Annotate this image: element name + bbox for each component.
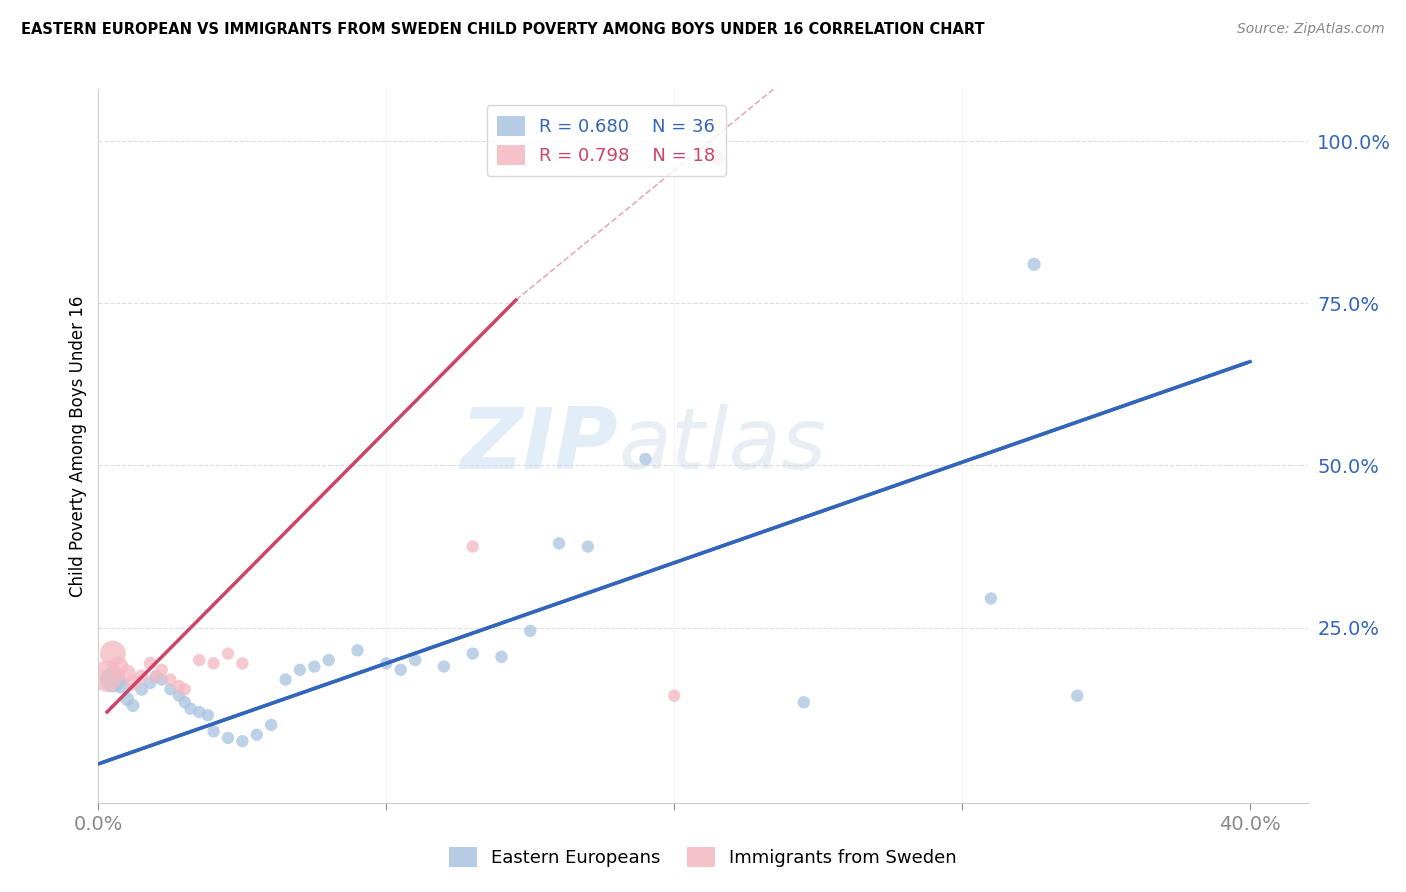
Point — [188, 653, 211, 667]
Point — [231, 734, 253, 748]
Point — [139, 675, 162, 690]
Point — [1022, 257, 1045, 271]
Point — [167, 679, 190, 693]
Point — [197, 708, 219, 723]
Point — [548, 536, 571, 550]
Point — [980, 591, 1002, 606]
Point — [274, 673, 297, 687]
Point — [122, 675, 145, 690]
Point — [150, 673, 173, 687]
Point — [159, 673, 181, 687]
Point — [634, 452, 657, 467]
Text: EASTERN EUROPEAN VS IMMIGRANTS FROM SWEDEN CHILD POVERTY AMONG BOYS UNDER 16 COR: EASTERN EUROPEAN VS IMMIGRANTS FROM SWED… — [21, 22, 984, 37]
Point — [115, 692, 138, 706]
Point — [346, 643, 368, 657]
Point — [375, 657, 398, 671]
Point — [167, 689, 190, 703]
Point — [260, 718, 283, 732]
Point — [576, 540, 599, 554]
Point — [288, 663, 311, 677]
Point — [217, 731, 239, 745]
Point — [246, 728, 269, 742]
Text: atlas: atlas — [619, 404, 827, 488]
Text: Source: ZipAtlas.com: Source: ZipAtlas.com — [1237, 22, 1385, 37]
Point — [433, 659, 456, 673]
Point — [461, 647, 484, 661]
Legend: R = 0.680    N = 36, R = 0.798    N = 18: R = 0.680 N = 36, R = 0.798 N = 18 — [486, 105, 725, 176]
Point — [404, 653, 426, 667]
Point — [202, 724, 225, 739]
Point — [519, 624, 541, 638]
Point — [793, 695, 815, 709]
Legend: Eastern Europeans, Immigrants from Sweden: Eastern Europeans, Immigrants from Swede… — [443, 839, 963, 874]
Point — [145, 669, 167, 683]
Point — [101, 673, 124, 687]
Point — [461, 540, 484, 554]
Point — [115, 666, 138, 681]
Point — [139, 657, 162, 671]
Point — [180, 702, 202, 716]
Point — [173, 695, 195, 709]
Y-axis label: Child Poverty Among Boys Under 16: Child Poverty Among Boys Under 16 — [69, 295, 87, 597]
Point — [389, 663, 412, 677]
Point — [706, 150, 728, 164]
Point — [664, 689, 686, 703]
Point — [107, 659, 129, 673]
Point — [150, 663, 173, 677]
Point — [96, 669, 118, 683]
Point — [173, 682, 195, 697]
Point — [304, 659, 326, 673]
Point — [1066, 689, 1088, 703]
Point — [159, 682, 181, 697]
Point — [110, 679, 132, 693]
Point — [131, 669, 153, 683]
Point — [318, 653, 340, 667]
Point — [122, 698, 145, 713]
Point — [101, 647, 124, 661]
Text: ZIP: ZIP — [461, 404, 619, 488]
Point — [217, 647, 239, 661]
Point — [231, 657, 253, 671]
Point — [188, 705, 211, 719]
Point — [491, 649, 513, 664]
Point — [202, 657, 225, 671]
Point — [131, 682, 153, 697]
Point — [145, 669, 167, 683]
